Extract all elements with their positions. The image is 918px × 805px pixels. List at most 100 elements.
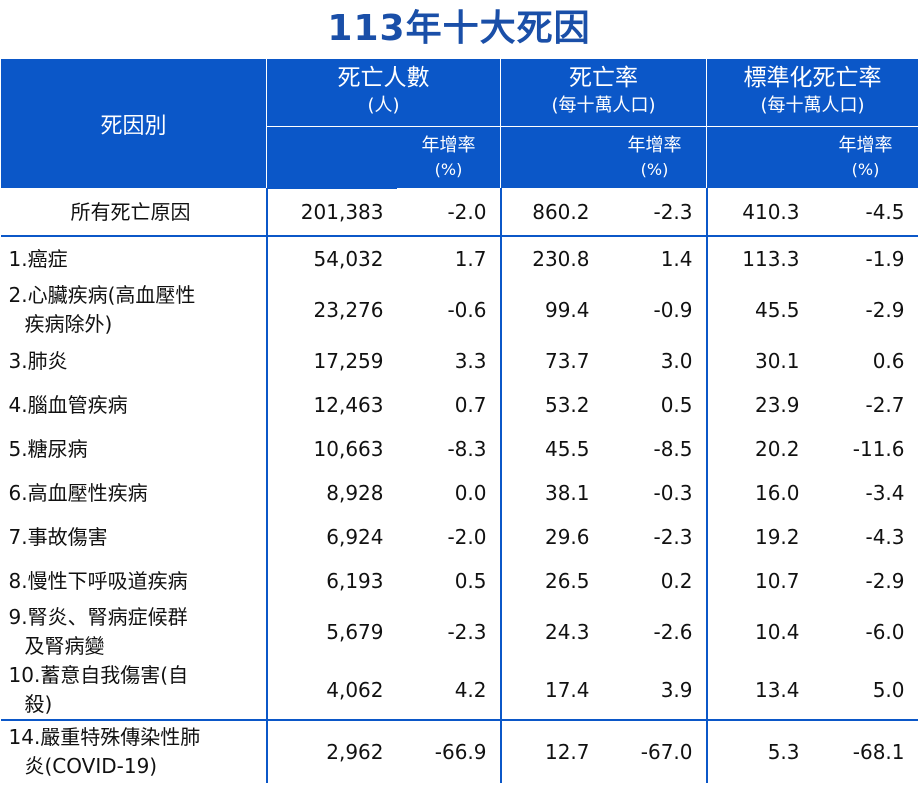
cell-deaths-yoy: -8.3 bbox=[396, 427, 502, 471]
table-row: 14.嚴重特殊傳染性肺炎(COVID-19) 2,962 -66.9 12.7 -67.… bbox=[0, 719, 918, 783]
cell-deaths-yoy: 3.3 bbox=[396, 339, 502, 383]
header-rate: 死亡率 (每十萬人口) bbox=[499, 58, 708, 127]
cell-rate-yoy: -8.5 bbox=[602, 427, 708, 471]
cell-deaths: 201,383 bbox=[266, 188, 397, 237]
table-body: 所有死亡原因 201,383 -2.0 860.2 -2.3 410.3 -4.5 1.癌症 5… bbox=[0, 188, 918, 783]
cell-std: 5.3 bbox=[706, 719, 813, 783]
yoy-label: 年增率 bbox=[627, 134, 682, 156]
cause-name: 1.癌症 bbox=[8, 246, 68, 271]
cause-name-cont: 殺) bbox=[24, 692, 53, 716]
cell-std: 410.3 bbox=[706, 188, 813, 237]
table-row: 2.心臟疾病(高血壓性 疾病除外) 23,276 -0.6 99.4 -0.9 45.5 -2… bbox=[0, 281, 918, 339]
cell-rate: 24.3 bbox=[544, 620, 590, 644]
cell-deaths-yoy: -2.0 bbox=[396, 188, 502, 237]
header-std-unit: (每十萬人口) bbox=[760, 95, 865, 116]
cell-deaths: 6,924 bbox=[326, 525, 384, 549]
cell-rate-yoy: 3.0 bbox=[602, 339, 708, 383]
header-std: 標準化死亡率 (每十萬人口) bbox=[706, 58, 918, 127]
cell-deaths: 6,193 bbox=[326, 569, 384, 593]
cause-name: 7.事故傷害 bbox=[8, 524, 108, 549]
cause-name-cell: 1.癌症 bbox=[0, 236, 268, 281]
pct-label: (%) bbox=[434, 159, 463, 179]
cell-rate-yoy: -67.0 bbox=[602, 719, 708, 783]
cell-std-yoy: 5.0 bbox=[812, 661, 918, 720]
cell-deaths: 2,962 bbox=[266, 719, 397, 783]
cell-rate: 26.5 bbox=[544, 569, 590, 593]
header-rate-label: 死亡率 bbox=[569, 65, 638, 91]
cause-name-cell: 7.事故傷害 bbox=[0, 515, 268, 559]
cell-std-yoy: -3.4 bbox=[812, 471, 918, 515]
table-row: 5.糖尿病 10,663 -8.3 45.5 -8.5 20.2 -11.6 bbox=[0, 427, 918, 471]
cell-std-yoy: -4.5 bbox=[812, 188, 918, 237]
cell-deaths-yoy: 1.7 bbox=[396, 236, 502, 281]
header-cause: 死因別 bbox=[0, 58, 267, 189]
cell-rate: 29.6 bbox=[544, 525, 590, 549]
cause-name-cont: 及腎病變 bbox=[24, 634, 105, 658]
cell-std-yoy: -2.9 bbox=[812, 559, 918, 603]
cell-deaths-yoy: -2.0 bbox=[396, 515, 502, 559]
cause-name: 5.糖尿病 bbox=[8, 436, 88, 461]
cause-name-cell: 4.腦血管疾病 bbox=[0, 383, 268, 427]
header-cause-label: 死因別 bbox=[100, 113, 167, 139]
table-row: 10.蓄意自我傷害(自 殺) 4,062 4.2 17.4 3.9 13.4 5.0 bbox=[0, 661, 918, 720]
cause-name: 8.慢性下呼吸道疾病 bbox=[8, 568, 188, 593]
header-std-blank bbox=[706, 126, 814, 189]
header-rate-blank bbox=[500, 126, 603, 189]
cell-std-yoy: 0.6 bbox=[812, 339, 918, 383]
cell-deaths: 8,928 bbox=[326, 481, 384, 505]
cell-deaths-yoy: 4.2 bbox=[396, 661, 502, 720]
cell-rate-yoy: 0.2 bbox=[602, 559, 708, 603]
cell-deaths-yoy: -2.3 bbox=[396, 603, 502, 661]
cell-rate-yoy: -2.3 bbox=[602, 515, 708, 559]
pct-label: (%) bbox=[851, 159, 880, 179]
cell-rate: 17.4 bbox=[544, 678, 590, 702]
cell-std: 45.5 bbox=[754, 298, 800, 322]
cell-rate-yoy: -2.6 bbox=[602, 603, 708, 661]
table-row: 1.癌症 54,032 1.7 230.8 1.4 113.3 -1.9 bbox=[0, 236, 918, 281]
yoy-label: 年增率 bbox=[838, 134, 893, 156]
cause-name: 9.腎炎、腎病症候群 bbox=[8, 605, 188, 629]
cell-rate: 12.7 bbox=[500, 719, 603, 783]
cell-rate: 99.4 bbox=[544, 298, 590, 322]
cell-std-yoy: -11.6 bbox=[812, 427, 918, 471]
cell-deaths: 17,259 bbox=[313, 349, 384, 373]
header-rate-yoy: 年增率 (%) bbox=[601, 126, 708, 189]
cause-name-cont: 炎(COVID-19) bbox=[24, 754, 158, 778]
causes-of-death-table: 死因別 死亡人數 (人) 死亡率 (每十萬人口) 標準化死亡率 (每十萬人口) … bbox=[0, 58, 918, 783]
cause-name: 所有死亡原因 bbox=[70, 199, 191, 224]
cause-name: 2.心臟疾病(高血壓性 bbox=[8, 283, 196, 307]
cell-rate: 860.2 bbox=[500, 188, 603, 237]
cell-rate-yoy: 3.9 bbox=[602, 661, 708, 720]
cell-deaths: 54,032 bbox=[313, 247, 384, 271]
cell-rate: 38.1 bbox=[544, 481, 590, 505]
cell-rate: 73.7 bbox=[544, 349, 590, 373]
header-deaths-blank bbox=[266, 126, 397, 189]
cell-deaths-yoy: 0.5 bbox=[396, 559, 502, 603]
page-title: 113年十大死因 bbox=[327, 8, 591, 49]
table-row: 6.高血壓性疾病 8,928 0.0 38.1 -0.3 16.0 -3.4 bbox=[0, 471, 918, 515]
cell-std: 16.0 bbox=[754, 481, 800, 505]
cell-std-yoy: -2.9 bbox=[812, 281, 918, 339]
cell-std: 23.9 bbox=[754, 393, 800, 417]
yoy-label: 年增率 bbox=[421, 134, 476, 156]
cell-deaths-yoy: 0.0 bbox=[396, 471, 502, 515]
header-deaths-yoy: 年增率 (%) bbox=[396, 126, 501, 189]
cell-deaths: 5,679 bbox=[326, 620, 384, 644]
cell-std-yoy: -1.9 bbox=[812, 236, 918, 281]
table-row: 所有死亡原因 201,383 -2.0 860.2 -2.3 410.3 -4.5 bbox=[0, 188, 918, 237]
cell-deaths-yoy: -66.9 bbox=[396, 719, 502, 783]
cell-deaths-yoy: 0.7 bbox=[396, 383, 502, 427]
table-row: 8.慢性下呼吸道疾病 6,193 0.5 26.5 0.2 10.7 -2.9 bbox=[0, 559, 918, 603]
cause-name-cell: 6.高血壓性疾病 bbox=[0, 471, 268, 515]
cell-std-yoy: -2.7 bbox=[812, 383, 918, 427]
cell-std: 13.4 bbox=[754, 678, 800, 702]
table-row: 3.肺炎 17,259 3.3 73.7 3.0 30.1 0.6 bbox=[0, 339, 918, 383]
cause-name: 14.嚴重特殊傳染性肺 bbox=[8, 725, 201, 749]
cell-std: 10.7 bbox=[754, 569, 800, 593]
cell-std-yoy: -6.0 bbox=[812, 603, 918, 661]
cell-rate-yoy: 0.5 bbox=[602, 383, 708, 427]
table-row: 7.事故傷害 6,924 -2.0 29.6 -2.3 19.2 -4.3 bbox=[0, 515, 918, 559]
cell-rate: 45.5 bbox=[544, 437, 590, 461]
cell-std: 30.1 bbox=[754, 349, 800, 373]
cell-rate-yoy: -0.3 bbox=[602, 471, 708, 515]
